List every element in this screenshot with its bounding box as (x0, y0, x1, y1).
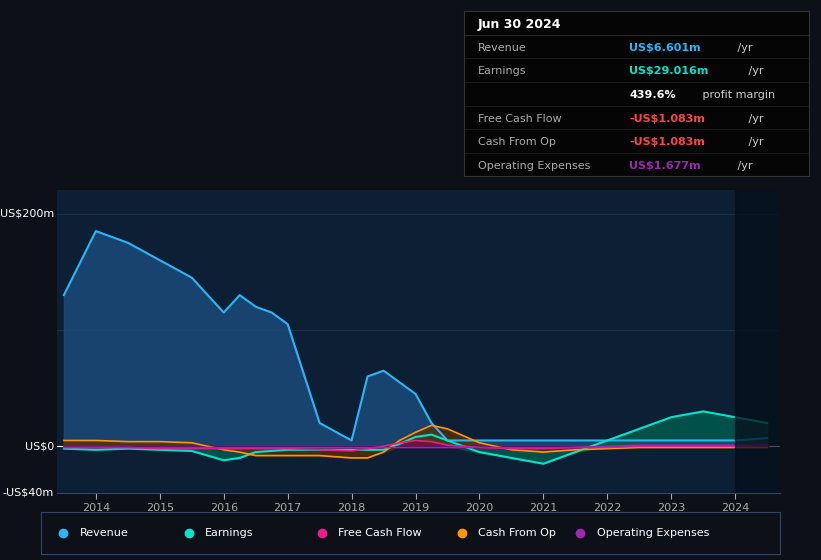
Text: Free Cash Flow: Free Cash Flow (478, 114, 562, 124)
Text: /yr: /yr (733, 43, 752, 53)
Text: Revenue: Revenue (80, 529, 128, 538)
Text: Revenue: Revenue (478, 43, 526, 53)
Text: /yr: /yr (745, 137, 764, 147)
Text: -US$1.083m: -US$1.083m (630, 137, 705, 147)
Bar (735, 190, 780, 493)
Text: US$29.016m: US$29.016m (630, 67, 709, 76)
Text: US$200m: US$200m (0, 209, 54, 218)
Text: profit margin: profit margin (699, 90, 776, 100)
Text: /yr: /yr (745, 114, 764, 124)
Text: Operating Expenses: Operating Expenses (597, 529, 709, 538)
Text: Jun 30 2024: Jun 30 2024 (478, 18, 562, 31)
Text: US$1.677m: US$1.677m (630, 161, 701, 171)
Text: Cash From Op: Cash From Op (478, 137, 556, 147)
Text: 439.6%: 439.6% (630, 90, 676, 100)
Text: Earnings: Earnings (478, 67, 526, 76)
Text: Operating Expenses: Operating Expenses (478, 161, 590, 171)
Text: US$0: US$0 (25, 441, 54, 451)
Text: /yr: /yr (745, 67, 764, 76)
Text: -US$1.083m: -US$1.083m (630, 114, 705, 124)
Text: Earnings: Earnings (205, 529, 254, 538)
Text: Cash From Op: Cash From Op (479, 529, 557, 538)
Text: Free Cash Flow: Free Cash Flow (338, 529, 422, 538)
Text: -US$40m: -US$40m (2, 488, 54, 498)
Text: /yr: /yr (733, 161, 752, 171)
Text: US$6.601m: US$6.601m (630, 43, 701, 53)
